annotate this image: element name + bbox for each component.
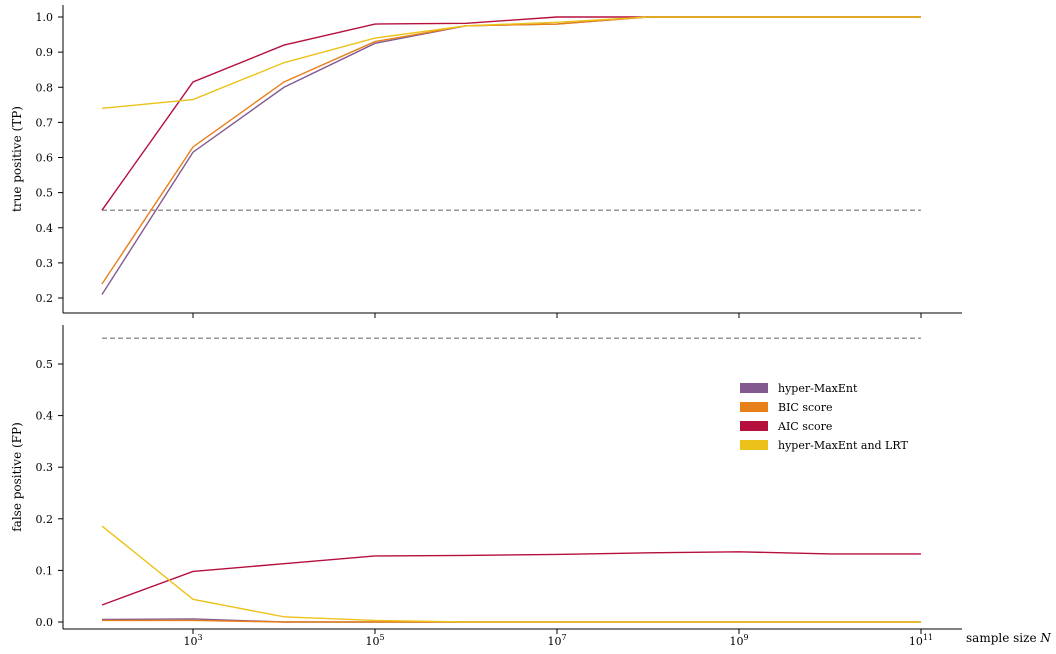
- x-tick-label: 107: [547, 633, 566, 648]
- tp-y-tick-label: 0.5: [36, 187, 54, 200]
- x-axis-label: sample size N: [966, 631, 1051, 645]
- legend-swatch: [740, 440, 768, 450]
- fp-series-hyper-maxent-and-lrt: [101, 525, 921, 623]
- tp-panel: 0.2 0.3 0.4 0.5 0.6 0.7 0.8 0.9 1.0 true positiv…: [10, 5, 962, 318]
- tp-y-tick-label: 0.8: [36, 81, 54, 94]
- fp-y-tick-label: 0.5: [36, 358, 54, 371]
- tp-series-aic-score: [101, 16, 921, 211]
- x-tick-label: 109: [729, 633, 748, 648]
- legend-swatch: [740, 383, 768, 393]
- fp-y-tick-label: 0.4: [36, 410, 54, 423]
- legend-swatch: [740, 402, 768, 412]
- tp-y-tick-label: 0.2: [36, 292, 54, 305]
- tp-y-tick-label: 0.4: [36, 222, 54, 235]
- legend: hyper-MaxEnt BIC score AIC score hyper-MaxE…: [740, 382, 908, 452]
- legend-label: AIC score: [777, 420, 832, 433]
- tp-series-bic-score: [101, 16, 921, 285]
- tp-y-axis-label: true positive (TP): [10, 106, 24, 212]
- tp-y-tick-label: 0.6: [36, 152, 54, 165]
- legend-label: hyper-MaxEnt and LRT: [778, 439, 908, 452]
- fp-series-aic-score: [101, 551, 921, 606]
- legend-swatch: [740, 421, 768, 431]
- fp-y-tick-label: 0.3: [36, 461, 54, 474]
- tp-y-tick-label: 0.7: [36, 116, 54, 129]
- fp-y-axis-label: false positive (FP): [10, 422, 24, 532]
- fp-y-tick-label: 0.1: [36, 564, 54, 577]
- x-tick-label: 103: [183, 633, 202, 648]
- tp-y-tick-label: 0.9: [36, 46, 54, 59]
- fp-panel: 0.0 0.1 0.2 0.3 0.4 0.5 103 105 107 109 1011 fals…: [10, 325, 1051, 648]
- tp-series-hyper-maxent: [101, 16, 921, 295]
- x-tick-label: 1011: [909, 633, 933, 648]
- tp-series-hyper-maxent-and-lrt: [101, 16, 921, 110]
- tp-y-tick-label: 1.0: [36, 11, 54, 24]
- x-tick-label: 105: [365, 633, 384, 648]
- legend-label: hyper-MaxEnt: [778, 382, 858, 395]
- tp-y-tick-label: 0.3: [36, 257, 54, 270]
- legend-label: BIC score: [778, 401, 833, 414]
- fp-y-tick-label: 0.0: [36, 616, 54, 629]
- fp-y-tick-label: 0.2: [36, 513, 54, 526]
